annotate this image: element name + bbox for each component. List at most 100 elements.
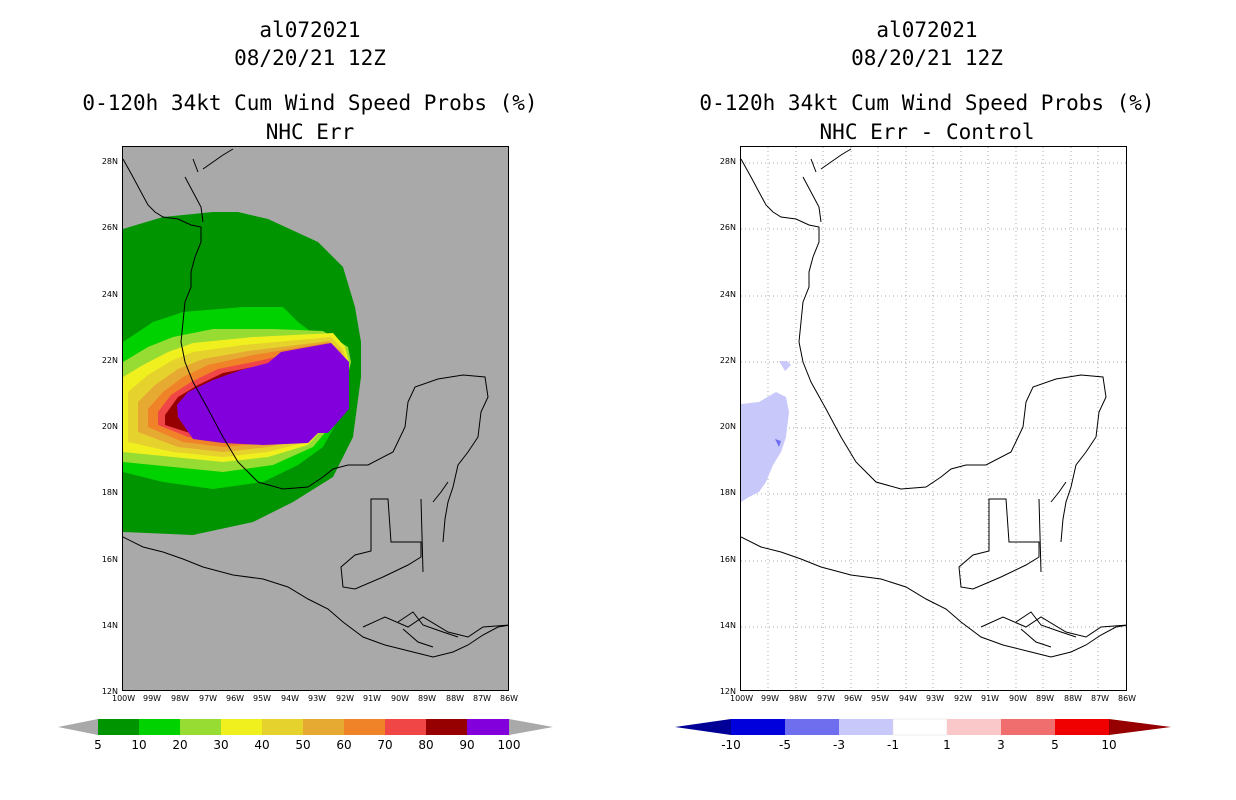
left-legend-label: 50: [295, 738, 311, 752]
left-lat-label: 24N: [101, 290, 118, 299]
right-coastlines: [741, 148, 1126, 658]
right-colorbar-swatch: [892, 718, 948, 736]
left-colorbar-swatch: [180, 719, 221, 735]
right-lon-label: 91W: [981, 694, 1000, 703]
diff-minus-1-area: [741, 392, 789, 502]
left-legend-label: 40: [254, 738, 270, 752]
right-lat-label: 18N: [719, 488, 736, 497]
left-colorbar-swatch: [344, 719, 385, 735]
right-colorbar-swatch: [785, 719, 839, 735]
right-colorbar-swatch: [1055, 719, 1109, 735]
right-lat-label: 22N: [719, 356, 736, 365]
left-colorbar: [58, 719, 553, 735]
right-lat-label: 26N: [719, 223, 736, 232]
right-legend-label: -1: [887, 738, 899, 752]
right-lat-label: 14N: [719, 621, 736, 630]
right-lon-label: 93W: [926, 694, 945, 703]
right-colorbar-swatch: [731, 719, 785, 735]
right-lon-label: 90W: [1009, 694, 1028, 703]
diff-minus-1-small-area: [779, 361, 791, 371]
left-lon-label: 88W: [446, 694, 465, 703]
right-lon-label: 98W: [789, 694, 808, 703]
left-colorbar-swatch: [467, 719, 509, 735]
right-lon-label: 96W: [844, 694, 863, 703]
left-lon-label: 89W: [418, 694, 437, 703]
left-colorbar-swatch: [139, 719, 180, 735]
right-legend-label: 10: [1101, 738, 1117, 752]
right-map-svg: [741, 147, 1126, 690]
left-legend-label: 60: [336, 738, 352, 752]
left-lat-label: 26N: [101, 223, 118, 232]
left-map-svg: [123, 148, 508, 658]
left-colorbar-over-arrow: [509, 719, 553, 735]
right-legend-label: 1: [943, 738, 951, 752]
right-lon-label: 87W: [1091, 694, 1110, 703]
left-legend-label: 10: [131, 738, 147, 752]
prob-100-area: [177, 343, 349, 445]
left-lat-label: 12N: [101, 687, 118, 696]
left-colorbar-swatch: [426, 719, 467, 735]
right-lat-label: 16N: [719, 555, 736, 564]
right-storm-id: al072021: [876, 18, 978, 42]
left-lon-label: 98W: [171, 694, 190, 703]
left-colorbar-swatch: [98, 719, 139, 735]
right-colorbar: [675, 718, 1171, 736]
left-map-panel[interactable]: [122, 146, 509, 691]
left-colorbar-swatch: [221, 719, 262, 735]
right-colorbar-under-arrow: [675, 719, 731, 735]
left-legend-label: 80: [418, 738, 434, 752]
right-colorbar-swatch: [947, 719, 1001, 735]
left-legend-label: 20: [172, 738, 188, 752]
left-lon-label: 92W: [336, 694, 355, 703]
left-date: 08/20/21 12Z: [234, 46, 386, 70]
left-coastlines: [123, 148, 508, 658]
right-legend-label: -3: [833, 738, 845, 752]
right-map-panel[interactable]: [740, 146, 1127, 691]
right-legend-label: -10: [721, 738, 741, 752]
left-lon-label: 99W: [143, 694, 162, 703]
left-product-title: 0-120h 34kt Cum Wind Speed Probs (%): [82, 91, 538, 115]
right-colorbar-swatch: [1001, 719, 1055, 735]
left-lon-label: 97W: [199, 694, 218, 703]
left-lon-label: 86W: [500, 694, 519, 703]
left-legend-label: 70: [377, 738, 393, 752]
left-colorbar-swatch: [385, 719, 426, 735]
right-lat-label: 20N: [719, 422, 736, 431]
right-gridlines: [741, 147, 1126, 690]
right-lat-label: 12N: [719, 687, 736, 696]
right-lat-label: 28N: [719, 157, 736, 166]
left-lat-label: 16N: [101, 555, 118, 564]
diff-minus-3-spot: [775, 439, 781, 447]
left-colorbar-under-arrow: [58, 719, 98, 735]
left-lon-label: 96W: [226, 694, 245, 703]
left-legend-label: 30: [213, 738, 229, 752]
right-lon-label: 97W: [817, 694, 836, 703]
left-lon-label: 87W: [473, 694, 492, 703]
left-lat-label: 14N: [101, 621, 118, 630]
left-subtitle: NHC Err: [265, 120, 355, 144]
left-lon-label: 90W: [391, 694, 410, 703]
left-lon-label: 100W: [112, 694, 136, 703]
right-lon-label: 94W: [899, 694, 918, 703]
left-legend-label: 90: [459, 738, 475, 752]
right-legend-label: -5: [779, 738, 791, 752]
left-colorbar-swatch: [262, 719, 303, 735]
right-legend-label: 5: [1051, 738, 1059, 752]
right-product-title: 0-120h 34kt Cum Wind Speed Probs (%): [699, 91, 1155, 115]
right-lon-label: 92W: [954, 694, 973, 703]
right-legend-label: 3: [997, 738, 1005, 752]
left-lat-label: 28N: [101, 157, 118, 166]
right-lon-label: 100W: [730, 694, 754, 703]
left-legend-label: 100: [497, 738, 521, 752]
left-lon-label: 94W: [281, 694, 300, 703]
left-lat-label: 18N: [101, 488, 118, 497]
right-colorbar-swatch: [839, 719, 893, 735]
left-colorbar-swatch: [303, 719, 344, 735]
left-lon-label: 93W: [308, 694, 327, 703]
left-lon-label: 95W: [253, 694, 272, 703]
right-lat-label: 24N: [719, 290, 736, 299]
right-lon-label: 95W: [871, 694, 890, 703]
right-colorbar-over-arrow: [1109, 719, 1171, 735]
left-lat-label: 20N: [101, 422, 118, 431]
right-lon-label: 86W: [1118, 694, 1137, 703]
